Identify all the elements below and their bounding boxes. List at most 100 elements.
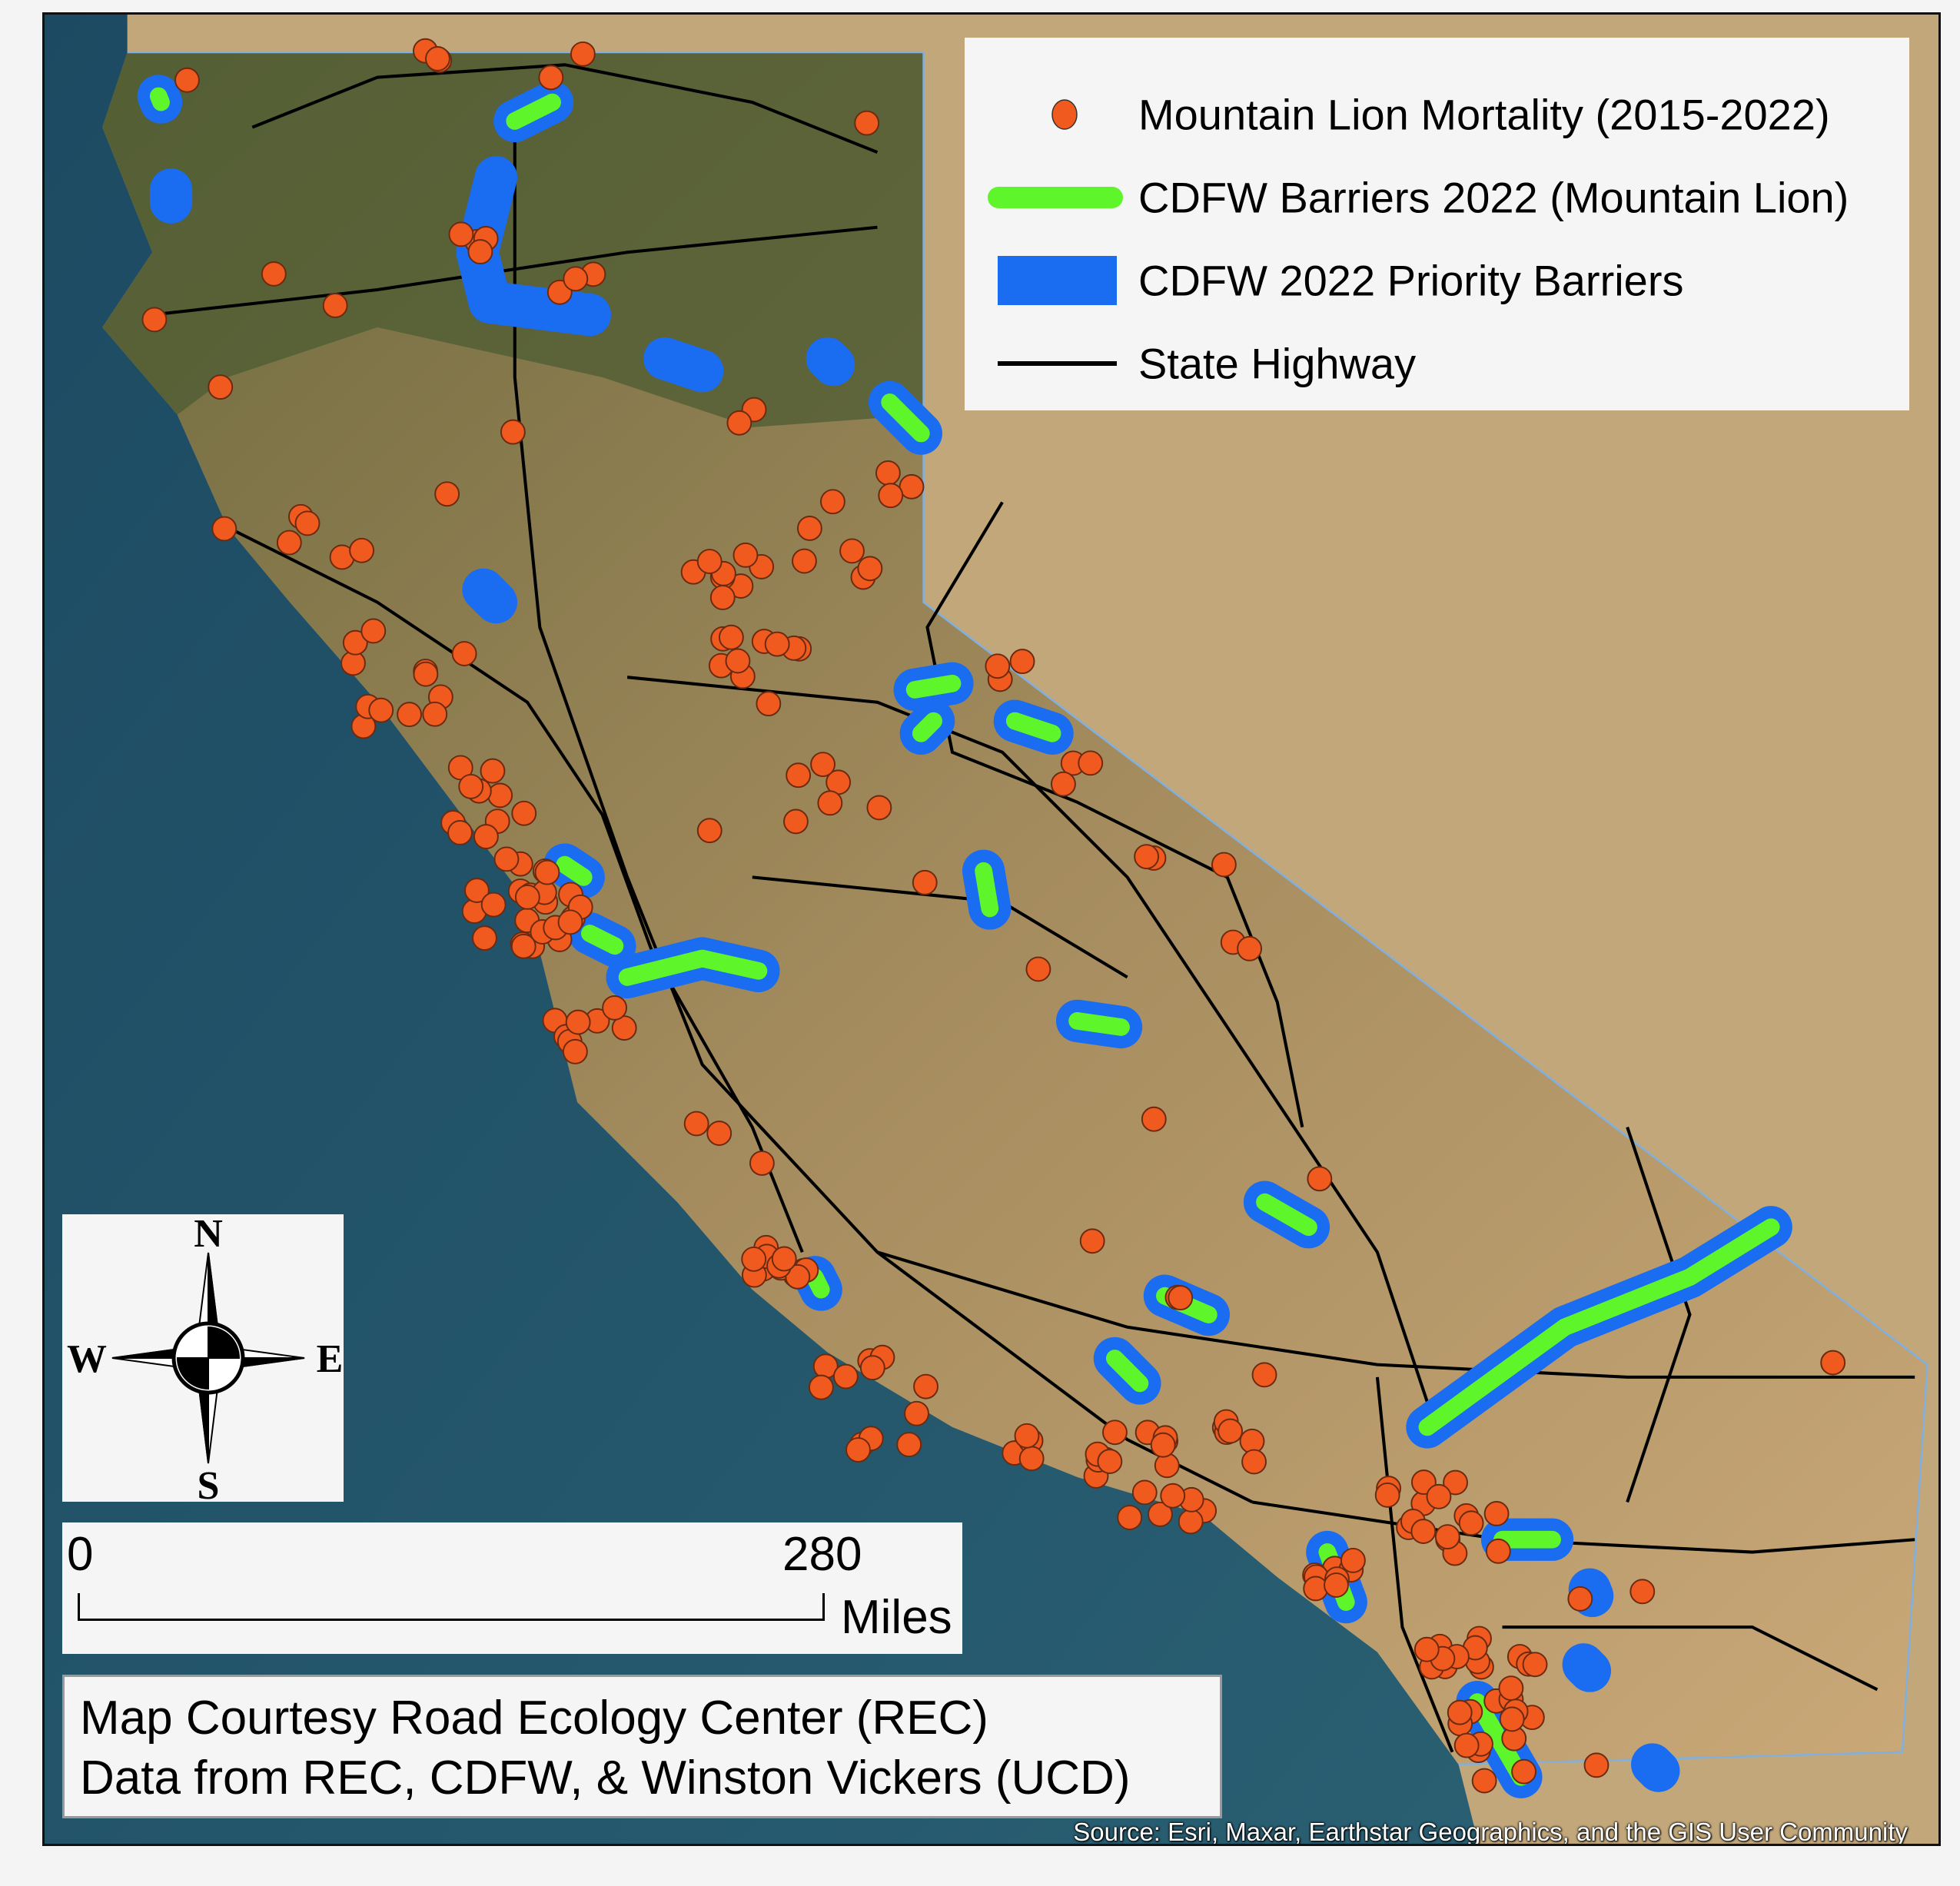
lion-barrier xyxy=(618,949,768,986)
mortality-point xyxy=(866,795,892,821)
mortality-point xyxy=(1303,1576,1329,1602)
lion-barrier xyxy=(506,93,561,130)
mortality-point xyxy=(696,818,723,844)
compass-w: W xyxy=(67,1337,107,1381)
mortality-point xyxy=(448,221,474,247)
scale-line xyxy=(78,1593,825,1621)
mortality-point xyxy=(726,410,752,436)
mortality-point xyxy=(500,419,526,445)
mortality-point xyxy=(875,460,901,486)
mortality-point xyxy=(276,530,302,556)
mortality-point xyxy=(985,653,1011,679)
mortality-point xyxy=(480,892,507,918)
lion-barrier xyxy=(806,1268,830,1299)
highway-line xyxy=(626,676,1442,1440)
mortality-point xyxy=(1511,1758,1537,1785)
blue-patch-icon xyxy=(998,256,1117,305)
mortality-point xyxy=(733,542,759,568)
highway-line xyxy=(1375,1376,1454,1753)
mortality-point xyxy=(859,1355,885,1381)
mortality-point xyxy=(141,307,168,333)
legend-item-priority-barriers: CDFW 2022 Priority Barriers xyxy=(965,242,1909,319)
mortality-point xyxy=(1237,935,1263,961)
mortality-point xyxy=(434,481,460,507)
lion-barrier xyxy=(1106,1350,1149,1393)
mortality-point xyxy=(1522,1652,1548,1678)
mortality-point xyxy=(1499,1706,1525,1732)
mortality-point xyxy=(1567,1586,1593,1612)
scale-start: 0 xyxy=(67,1528,94,1581)
mortality-point xyxy=(422,701,448,727)
mortality-point xyxy=(1483,1501,1510,1526)
mortality-point xyxy=(1324,1572,1349,1598)
lion-barrier xyxy=(1005,712,1061,742)
mortality-point xyxy=(1134,844,1160,870)
highway-line xyxy=(1626,1126,1692,1503)
mortality-point xyxy=(1498,1675,1524,1702)
mortality-point xyxy=(1374,1482,1400,1508)
mortality-point xyxy=(562,1038,588,1064)
mortality-point xyxy=(1820,1350,1846,1376)
priority-barrier xyxy=(806,337,855,387)
mortality-point xyxy=(397,702,422,728)
priority-barrier xyxy=(456,156,611,337)
mortality-point xyxy=(261,261,287,287)
mortality-point xyxy=(1079,1228,1105,1254)
mortality-point xyxy=(1025,956,1051,982)
legend-label: State Highway xyxy=(1138,339,1417,388)
mortality-point xyxy=(557,909,583,935)
lion-barrier xyxy=(149,87,170,111)
mortality-point xyxy=(820,489,845,515)
mortality-point xyxy=(563,266,589,292)
mortality-point xyxy=(451,641,477,666)
mortality-point xyxy=(1307,1166,1333,1192)
mortality-point xyxy=(808,1374,834,1400)
mortality-point xyxy=(783,809,809,835)
mortality-point xyxy=(472,925,497,951)
mortality-point xyxy=(839,538,865,564)
lion-barrier xyxy=(556,855,593,886)
mortality-point xyxy=(1009,649,1035,675)
mortality-point xyxy=(683,1111,709,1137)
compass-rose: N S W E xyxy=(62,1212,344,1508)
mortality-point xyxy=(913,1373,938,1400)
mortality-point xyxy=(756,691,782,717)
mortality-point xyxy=(718,624,744,650)
legend-item-lion-barriers: CDFW Barriers 2022 (Mountain Lion) xyxy=(965,159,1909,236)
mortality-point xyxy=(1211,852,1237,878)
mortality-point xyxy=(1340,1547,1366,1573)
mortality-point xyxy=(413,661,439,687)
mortality-point xyxy=(1078,750,1104,776)
mortality-point xyxy=(1168,1285,1194,1311)
lion-barrier xyxy=(1256,1193,1317,1237)
credit-line-2: Data from REC, CDFW, & Winston Vickers (… xyxy=(80,1752,1131,1805)
mortality-point xyxy=(1131,1479,1158,1506)
mortality-point xyxy=(1117,1505,1143,1530)
lion-barrier xyxy=(1068,1012,1130,1036)
mortality-point xyxy=(1097,1449,1123,1474)
lion-barrier xyxy=(580,925,624,955)
mortality-point xyxy=(706,1121,733,1146)
legend-label: CDFW 2022 Priority Barriers xyxy=(1138,256,1684,305)
mortality-point xyxy=(725,648,751,674)
scale-bar: 0 280 Miles xyxy=(62,1522,962,1654)
mortality-point xyxy=(467,239,493,265)
mortality-point xyxy=(208,374,234,400)
mortality-point xyxy=(1241,1449,1267,1475)
mortality-point xyxy=(899,473,925,500)
mortality-point xyxy=(458,773,484,799)
priority-barrier xyxy=(462,568,518,624)
lion-barrier xyxy=(905,674,962,699)
mortality-point xyxy=(368,697,394,723)
mortality-point xyxy=(1447,1699,1473,1725)
mortality-point xyxy=(792,548,817,574)
mortality-point xyxy=(174,67,200,93)
mortality-point xyxy=(447,820,473,845)
mortality-point xyxy=(904,1400,929,1426)
mortality-point xyxy=(360,618,387,644)
highway-line xyxy=(925,501,1304,1128)
mortality-point xyxy=(1141,1106,1167,1132)
mortality-point xyxy=(1414,1636,1440,1662)
mortality-point xyxy=(1583,1752,1610,1778)
scale-unit: Miles xyxy=(841,1591,952,1644)
